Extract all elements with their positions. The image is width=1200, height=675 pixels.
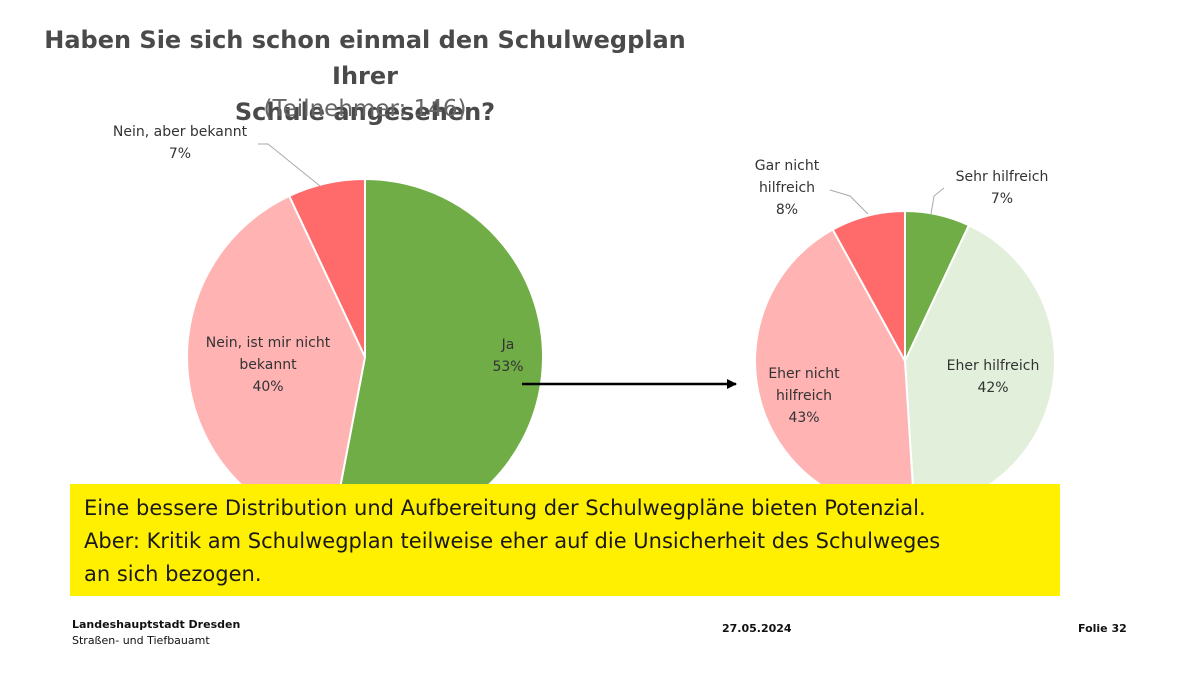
data-label-nein-ist-mir-nicht-bekannt: Nein, ist mir nicht bekannt 40% <box>206 335 331 395</box>
leader-line-nein-bekannt <box>258 143 321 187</box>
data-label-eher-hilfreich: Eher hilfreich 42% <box>947 358 1040 396</box>
title-line-1: Haben Sie sich schon einmal den Schulweg… <box>44 26 686 90</box>
pie-chart-viewed <box>186 177 544 536</box>
leader-lines <box>258 143 945 215</box>
callout-line-3: an sich bezogen. <box>84 562 262 586</box>
footer-organization: Landeshauptstadt Dresden Straßen- und Ti… <box>72 617 240 649</box>
callout-line-1: Eine bessere Distribution und Aufbereitu… <box>84 496 926 520</box>
data-label-nein-aber-bekannt: Nein, aber bekannt 7% <box>113 124 248 162</box>
data-label-sehr-hilfreich: Sehr hilfreich 7% <box>956 169 1049 207</box>
footer-page-number: Folie 32 <box>1078 622 1127 635</box>
chart-title: Haben Sie sich schon einmal den Schulweg… <box>20 22 710 130</box>
data-label-gar-nicht-hilfreich: Gar nicht hilfreich 8% <box>755 158 820 218</box>
callout-line-2: Aber: Kritik am Schulwegplan teilweise e… <box>84 529 941 553</box>
leader-line-sehr-hilfreich <box>930 187 945 215</box>
pie-slice-nein-aber-bekannt <box>287 177 366 358</box>
participants-count: (Teilnehmer: 146) <box>263 96 467 122</box>
footer-org-line-2: Straßen- und Tiefbauamt <box>72 634 210 647</box>
pie-slice-gar-nicht-hilfreich <box>831 209 906 362</box>
title-line-2: Schule angesehen? <box>234 98 496 126</box>
leader-line-gar-nicht-hilfreich <box>829 189 869 215</box>
data-label-ja: Ja 53% <box>492 337 523 375</box>
data-label-eher-nicht-hilfreich: Eher nicht hilfreich 43% <box>768 366 840 426</box>
footer-date: 27.05.2024 <box>722 622 792 635</box>
callout-box: Eine bessere Distribution und Aufbereitu… <box>70 484 1060 596</box>
footer-org-line-1: Landeshauptstadt Dresden <box>72 618 241 631</box>
